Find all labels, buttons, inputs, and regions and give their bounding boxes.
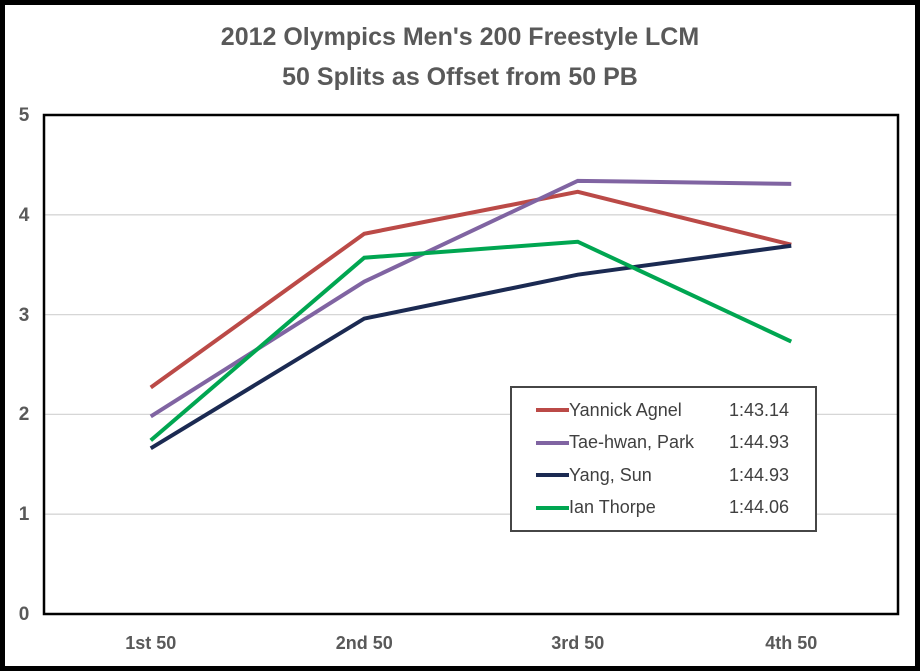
plot-border (42, 113, 900, 616)
legend-time: 1:44.06 (728, 497, 789, 518)
legend-item: Yannick Agnel 1:43.14 (536, 400, 789, 421)
y-tick-label: 2 (18, 404, 30, 426)
legend-time: 1:44.93 (728, 464, 789, 485)
legend-item: Ian Thorpe 1:44.06 (536, 497, 789, 518)
legend-line-swatch (536, 408, 569, 413)
y-tick-label: 3 (18, 304, 30, 326)
legend-name: Tae-hwan, Park (569, 432, 695, 453)
y-tick-label: 0 (18, 604, 30, 625)
x-axis-label: 1st 50 (125, 633, 177, 653)
legend-name: Ian Thorpe (569, 497, 656, 518)
series-line-ian-thorpe (149, 239, 793, 442)
legend-line-swatch (536, 473, 569, 478)
chart-title: 2012 Olympics Men's 200 Freestyle LCM 50… (5, 17, 915, 97)
x-axis-label: 4th 50 (765, 633, 818, 653)
plot-area (42, 113, 900, 616)
chart-title-line1: 2012 Olympics Men's 200 Freestyle LCM (220, 23, 700, 51)
legend-line-swatch (536, 440, 569, 445)
legend-item: Tae-hwan, Park 1:44.93 (536, 432, 789, 453)
legend: Yannick Agnel 1:43.14 Tae-hwan, Park 1:44.9… (510, 386, 817, 532)
series-line-yang-sun (149, 243, 792, 451)
y-tick-label: 4 (18, 204, 30, 226)
legend-name: Yannick Agnel (569, 399, 682, 420)
y-tick-label: 5 (18, 105, 30, 126)
legend-time: 1:43.14 (728, 399, 789, 420)
legend-item: Yang, Sun 1:44.93 (536, 465, 789, 486)
x-axis-label: 2nd 50 (335, 633, 393, 653)
legend-line-swatch (536, 505, 569, 510)
legend-name: Yang, Sun (569, 464, 652, 485)
chart-title-line2: 50 Splits as Offset from 50 PB (282, 63, 638, 91)
series-line-yannick-agnel (149, 189, 792, 390)
legend-time: 1:44.93 (728, 432, 789, 453)
y-tick-label: 1 (18, 504, 30, 526)
x-axis-label: 3rd 50 (551, 633, 605, 653)
